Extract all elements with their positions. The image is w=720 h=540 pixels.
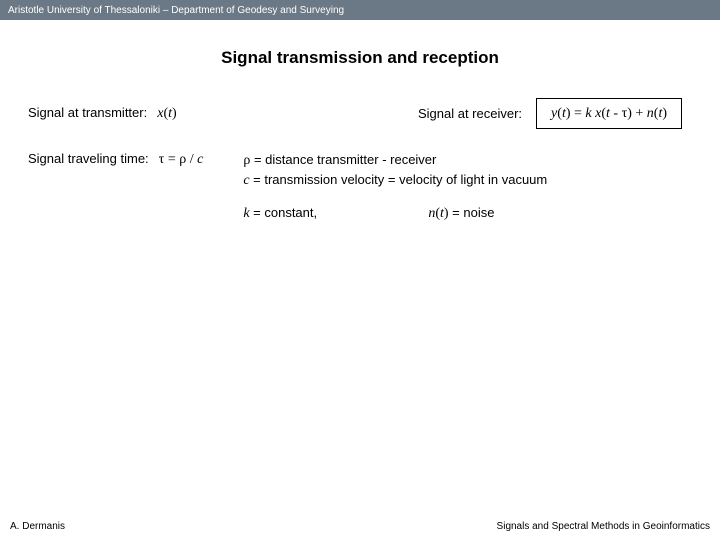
header-text: Aristotle University of Thessaloniki – D… [8,5,344,16]
transmitter-block: Signal at transmitter: x(t) [28,105,177,122]
header-bar: Aristotle University of Thessaloniki – D… [0,0,720,20]
travel-label: Signal traveling time: [28,151,149,166]
c-def: c = transmission velocity = velocity of … [243,171,547,191]
receiver-expr-box: y(t) = k x(t - τ) + n(t) [536,98,682,129]
content-area: Signal at transmitter: x(t) Signal at re… [0,98,720,224]
footer-course: Signals and Spectral Methods in Geoinfor… [497,521,710,532]
travel-expr: τ = ρ / c [159,151,204,168]
k-n-def-row: k = constant, n(t) = noise [243,204,547,224]
n-def: n(t) = noise [428,204,494,224]
receiver-label: Signal at receiver: [418,106,522,121]
transmitter-label: Signal at transmitter: [28,105,147,120]
rho-def: ρ = distance transmitter - receiver [243,151,547,171]
row-travel-defs: Signal traveling time: τ = ρ / c ρ = dis… [28,151,692,224]
row-transmitter-receiver: Signal at transmitter: x(t) Signal at re… [28,98,692,129]
transmitter-expr: x(t) [157,105,176,122]
slide-title: Signal transmission and reception [0,48,720,68]
footer-author: A. Dermanis [10,521,65,532]
receiver-block: Signal at receiver: y(t) = k x(t - τ) + … [418,98,682,129]
definitions-block: ρ = distance transmitter - receiver c = … [243,151,547,224]
travel-block: Signal traveling time: τ = ρ / c [28,151,203,168]
k-def: k = constant, [243,204,428,224]
